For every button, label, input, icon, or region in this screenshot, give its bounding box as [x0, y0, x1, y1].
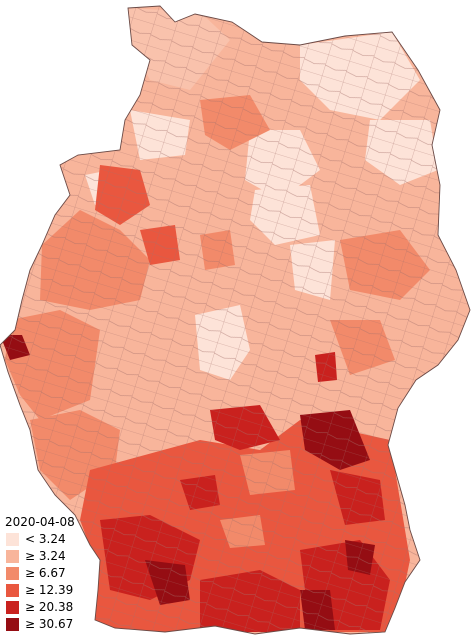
legend-class-2: ≥ 3.24: [3, 548, 93, 565]
legend-swatch: [6, 584, 19, 597]
legend-label: ≥ 12.39: [25, 583, 74, 597]
legend-class-4: ≥ 12.39: [3, 582, 93, 599]
legend-swatch: [6, 550, 19, 563]
legend-class-3: ≥ 6.67: [3, 565, 93, 582]
legend-label: ≥ 30.67: [25, 617, 74, 631]
legend-label: ≥ 6.67: [25, 566, 66, 580]
legend-swatch: [6, 601, 19, 614]
legend-date: 2020-04-08: [5, 515, 75, 529]
legend-label: ≥ 3.24: [25, 549, 66, 563]
legend-swatch: [6, 533, 19, 546]
legend-class-5: ≥ 20.38: [3, 599, 93, 616]
legend-label: < 3.24: [25, 532, 66, 546]
legend-swatch: [6, 618, 19, 631]
legend-swatch: [6, 567, 19, 580]
legend-class-1: < 3.24: [3, 531, 93, 548]
legend-class-6: ≥ 30.67: [3, 616, 93, 633]
legend-label: ≥ 20.38: [25, 600, 74, 614]
country-border: [0, 5, 471, 635]
map-legend: 2020-04-08 < 3.24 ≥ 3.24 ≥ 6.67 ≥ 12.39 …: [3, 514, 93, 633]
